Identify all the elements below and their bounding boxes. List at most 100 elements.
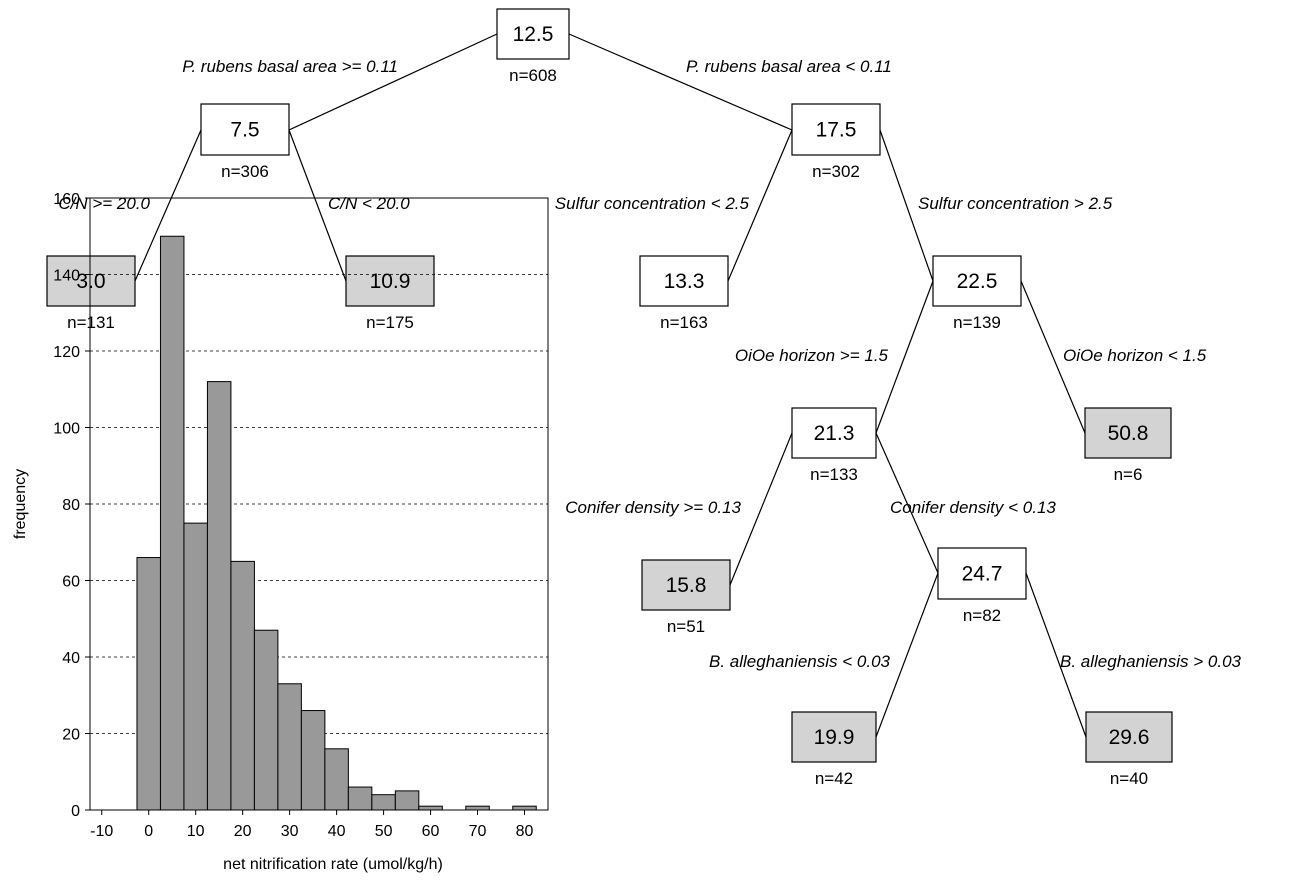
- split-label-root-r: P. rubens basal area < 0.11: [686, 57, 892, 76]
- node-value-rrr: 50.8: [1108, 422, 1149, 445]
- hist-bar: [465, 805, 490, 811]
- terminal-node-box-ll: [46, 255, 136, 307]
- tree-edge-rrl-rrll: [729, 432, 793, 586]
- terminal-node-box-rrlrl: [791, 711, 877, 763]
- node-box-rl: [639, 255, 729, 307]
- node-value-lr: 10.9: [370, 270, 411, 293]
- node-count-rrr: n=6: [1114, 465, 1143, 484]
- y-axis-title: frequency: [12, 469, 29, 539]
- y-tick-label: 100: [53, 421, 80, 438]
- node-value-rr: 22.5: [957, 270, 998, 293]
- y-tick-label: 160: [53, 191, 80, 208]
- x-tick-label: 60: [422, 823, 440, 840]
- node-value-rrlrl: 19.9: [814, 726, 855, 749]
- node-count-rl: n=163: [660, 313, 708, 332]
- node-count-rrll: n=51: [667, 617, 705, 636]
- y-tick-label: 120: [53, 344, 80, 361]
- node-value-rl: 13.3: [664, 270, 705, 293]
- hist-bar: [253, 629, 279, 811]
- split-label-rr-rrr: OiOe horizon < 1.5: [1063, 346, 1207, 365]
- hist-bar: [136, 557, 161, 811]
- node-count-rrl: n=133: [810, 465, 858, 484]
- node-count-rrlrr: n=40: [1110, 769, 1148, 788]
- terminal-node-box-rrlrr: [1085, 711, 1173, 763]
- y-tick-label: 40: [62, 650, 80, 667]
- node-count-r: n=302: [812, 162, 860, 181]
- tree-edge-rr-rrl: [875, 280, 934, 434]
- node-box-rr: [932, 255, 1022, 307]
- tree-edge-rrlr-rrlrl: [875, 572, 939, 738]
- node-value-l: 7.5: [230, 119, 259, 142]
- tree-edge-rr-rrr: [1020, 280, 1086, 434]
- split-label-rrl-rrlr: Conifer density < 0.13: [890, 498, 1056, 517]
- hist-bar: [206, 381, 232, 811]
- split-label-rrlr-rrlrr: B. alleghaniensis > 0.03: [1060, 652, 1242, 671]
- node-value-r: 17.5: [816, 119, 857, 142]
- x-tick-label: 40: [328, 823, 346, 840]
- x-axis-title: net nitrification rate (umol/kg/h): [223, 856, 443, 873]
- split-label-r-rl: Sulfur concentration < 2.5: [555, 194, 750, 213]
- x-tick-label: 80: [516, 823, 534, 840]
- hist-bar: [371, 794, 396, 811]
- node-value-rrlrr: 29.6: [1109, 726, 1150, 749]
- node-value-rrlr: 24.7: [962, 563, 1003, 586]
- terminal-node-box-rrll: [641, 559, 731, 611]
- node-value-rrl: 21.3: [814, 422, 855, 445]
- x-tick-label: 0: [144, 823, 153, 840]
- node-count-rrlr: n=82: [963, 606, 1001, 625]
- node-box-l: [200, 103, 290, 156]
- x-tick-label: 50: [375, 823, 393, 840]
- node-value-ll: 3.0: [76, 270, 105, 293]
- split-label-rr-rrl: OiOe horizon >= 1.5: [735, 346, 889, 365]
- node-box-rrlr: [937, 547, 1027, 600]
- tree-edge-l-ll: [134, 129, 202, 282]
- split-label-rrl-rrll: Conifer density >= 0.13: [565, 498, 741, 517]
- tree-edge-rrl-rrlr: [875, 432, 939, 574]
- node-count-l: n=306: [221, 162, 269, 181]
- node-count-rrlrl: n=42: [815, 769, 853, 788]
- y-tick-label: 80: [62, 497, 80, 514]
- node-box-root: [496, 8, 570, 60]
- node-box-r: [791, 103, 881, 156]
- hist-bar: [277, 683, 302, 811]
- hist-bar: [230, 560, 255, 811]
- node-value-rrll: 15.8: [666, 574, 707, 597]
- tree-edge-r-rl: [727, 129, 793, 282]
- terminal-node-box-rrr: [1084, 407, 1172, 459]
- hist-bar: [418, 805, 443, 811]
- node-count-ll: n=131: [67, 313, 115, 332]
- tree-edge-rrlr-rrlrr: [1025, 572, 1087, 738]
- split-label-l-ll: C/N >= 20.0: [58, 194, 150, 213]
- x-tick-label: 70: [469, 823, 487, 840]
- node-value-root: 12.5: [513, 23, 554, 46]
- tree-edge-l-lr: [288, 129, 347, 282]
- split-label-r-rr: Sulfur concentration > 2.5: [918, 194, 1113, 213]
- split-label-rrlr-rrlrl: B. alleghaniensis < 0.03: [709, 652, 891, 671]
- tree-edge-r-rr: [879, 129, 934, 282]
- node-count-lr: n=175: [366, 313, 414, 332]
- split-label-root-l: P. rubens basal area >= 0.11: [182, 57, 398, 76]
- y-tick-label: 0: [71, 803, 80, 820]
- hist-bar: [159, 235, 185, 811]
- y-tick-label: 20: [62, 727, 80, 744]
- tree-edge-root-l: [288, 33, 498, 131]
- y-tick-label: 140: [53, 268, 80, 285]
- x-tick-label: 10: [187, 823, 205, 840]
- node-count-root: n=608: [509, 66, 557, 85]
- hist-bar: [183, 522, 208, 811]
- x-tick-label: 20: [234, 823, 252, 840]
- hist-bar: [324, 748, 349, 811]
- x-tick-label: -10: [90, 823, 113, 840]
- terminal-node-box-lr: [345, 255, 435, 307]
- hist-bar: [394, 790, 420, 811]
- y-tick-label: 60: [62, 574, 80, 591]
- tree-edge-root-r: [568, 33, 793, 131]
- x-tick-label: 30: [281, 823, 299, 840]
- hist-bar: [347, 786, 373, 811]
- hist-bar: [512, 805, 537, 811]
- hist-bar: [300, 710, 326, 811]
- node-box-rrl: [791, 407, 877, 459]
- split-label-l-lr: C/N < 20.0: [328, 194, 410, 213]
